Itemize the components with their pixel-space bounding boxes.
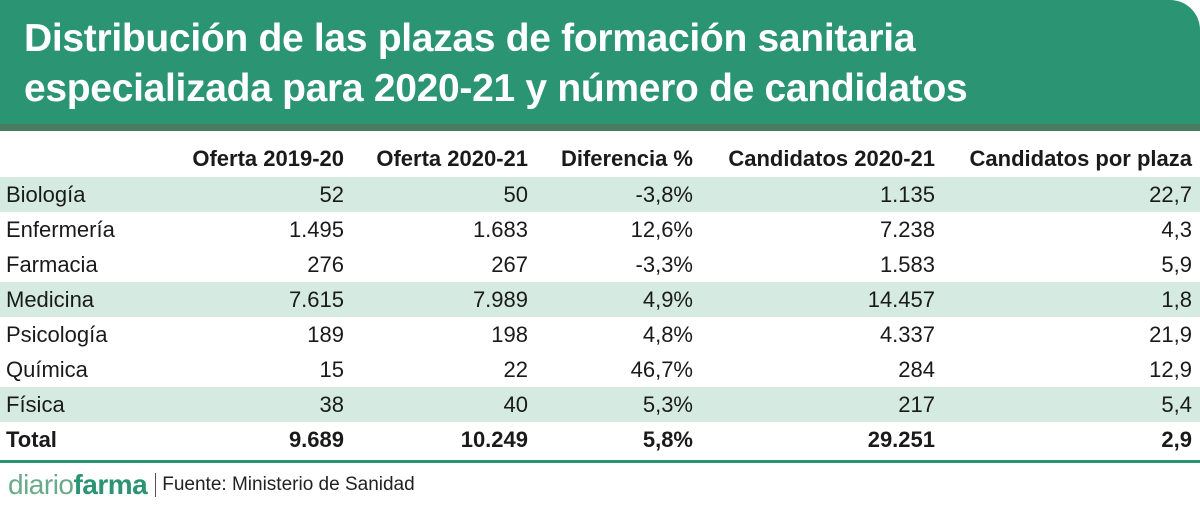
table-cell: 217 [695, 387, 937, 422]
table-cell: 21,9 [1149, 321, 1192, 347]
footer-divider [0, 460, 1200, 463]
table-cell: 1,8 [937, 282, 1200, 317]
table-cell: 5,9 [1161, 251, 1192, 277]
table-cell: -3,8% [530, 177, 695, 212]
data-table: Oferta 2019-20 Oferta 2020-21 Diferencia… [0, 140, 1200, 457]
footer: diariofarma Fuente: Ministerio de Sanida… [8, 468, 415, 502]
brand-logo-light: diario [8, 469, 74, 500]
separator [155, 473, 157, 497]
title-line-1: Distribución de las plazas de formación … [24, 17, 916, 60]
table-cell: 284 [898, 356, 935, 382]
column-header: Candidatos 2020-21 [728, 145, 935, 171]
table-cell: 4,3 [1161, 216, 1192, 242]
table-cell: 4,8% [642, 321, 693, 347]
table-cell: 5,3% [530, 387, 695, 422]
brand-logo: diariofarma [8, 469, 148, 501]
header-banner: Distribución de las plazas de formación … [0, 0, 1200, 124]
row-label: Total [6, 426, 57, 452]
table-body: Biología 52 50 -3,8% 1.135 22,7 Enfermería 1.49… [0, 177, 1200, 457]
table-cell: 7.989 [346, 282, 530, 317]
table-cell: 198 [491, 321, 528, 347]
table-row: Biología 52 50 -3,8% 1.135 22,7 [0, 177, 1200, 212]
table-cell: 189 [307, 321, 344, 347]
row-label: Física [0, 387, 162, 422]
table-cell: 1.583 [879, 251, 935, 277]
table-cell: 29.251 [867, 426, 935, 452]
table-cell: 1.495 [288, 216, 344, 242]
table-cell: 14.457 [695, 282, 937, 317]
table-cell: 46,7% [630, 356, 693, 382]
table-cell: 38 [162, 387, 346, 422]
table-cell: -3,3% [635, 251, 693, 277]
header-divider [0, 124, 1200, 131]
table-cell: 15 [319, 356, 344, 382]
table-row: Física 38 40 5,3% 217 5,4 [0, 387, 1200, 422]
title-line-2: especializada para 2020-21 y número de c… [24, 67, 968, 110]
table-cell: 12,9 [1149, 356, 1192, 382]
brand-logo-bold: farma [73, 469, 148, 500]
table-cell: 1.683 [472, 216, 528, 242]
table-row: Farmacia 276 267 -3,3% 1.583 5,9 [0, 247, 1200, 282]
table-row: Medicina 7.615 7.989 4,9% 14.457 1,8 [0, 282, 1200, 317]
source-note: Fuente: Ministerio de Sanidad [162, 474, 415, 495]
table-cell: 12,6% [630, 216, 693, 242]
total-row: Total 9.689 10.249 5,8% 29.251 2,9 [0, 422, 1200, 457]
row-label: Biología [0, 177, 162, 212]
table-cell: 22 [503, 356, 528, 382]
table-cell: 40 [346, 387, 530, 422]
table-cell: 9.689 [288, 426, 344, 452]
table-header-row: Oferta 2019-20 Oferta 2020-21 Diferencia… [0, 140, 1200, 177]
table-cell: 50 [346, 177, 530, 212]
table-cell: 22,7 [937, 177, 1200, 212]
table-cell: 52 [162, 177, 346, 212]
table-cell: 276 [307, 251, 344, 277]
table-cell: 7.238 [879, 216, 935, 242]
column-header [0, 140, 162, 177]
row-label: Psicología [6, 321, 108, 347]
table-cell: 4.337 [879, 321, 935, 347]
table-row: Enfermería 1.495 1.683 12,6% 7.238 4,3 [0, 212, 1200, 247]
column-header: Candidatos por plaza [969, 145, 1192, 171]
table-cell: 5,8% [642, 426, 693, 452]
chart-title: Distribución de las plazas de formación … [24, 14, 1200, 114]
table-row: Química 15 22 46,7% 284 12,9 [0, 352, 1200, 387]
row-label: Farmacia [6, 251, 98, 277]
column-header: Oferta 2019-20 [192, 145, 344, 171]
table-cell: 4,9% [530, 282, 695, 317]
row-label: Enfermería [6, 216, 115, 242]
table-cell: 1.135 [695, 177, 937, 212]
table-cell: 7.615 [162, 282, 346, 317]
row-label: Química [6, 356, 88, 382]
table-cell: 2,9 [1161, 426, 1192, 452]
column-header: Diferencia % [560, 145, 693, 171]
table-cell: 5,4 [937, 387, 1200, 422]
table-cell: 10.249 [460, 426, 528, 452]
table-row: Psicología 189 198 4,8% 4.337 21,9 [0, 317, 1200, 352]
row-label: Medicina [0, 282, 162, 317]
table-cell: 267 [491, 251, 528, 277]
column-header: Oferta 2020-21 [376, 145, 528, 171]
